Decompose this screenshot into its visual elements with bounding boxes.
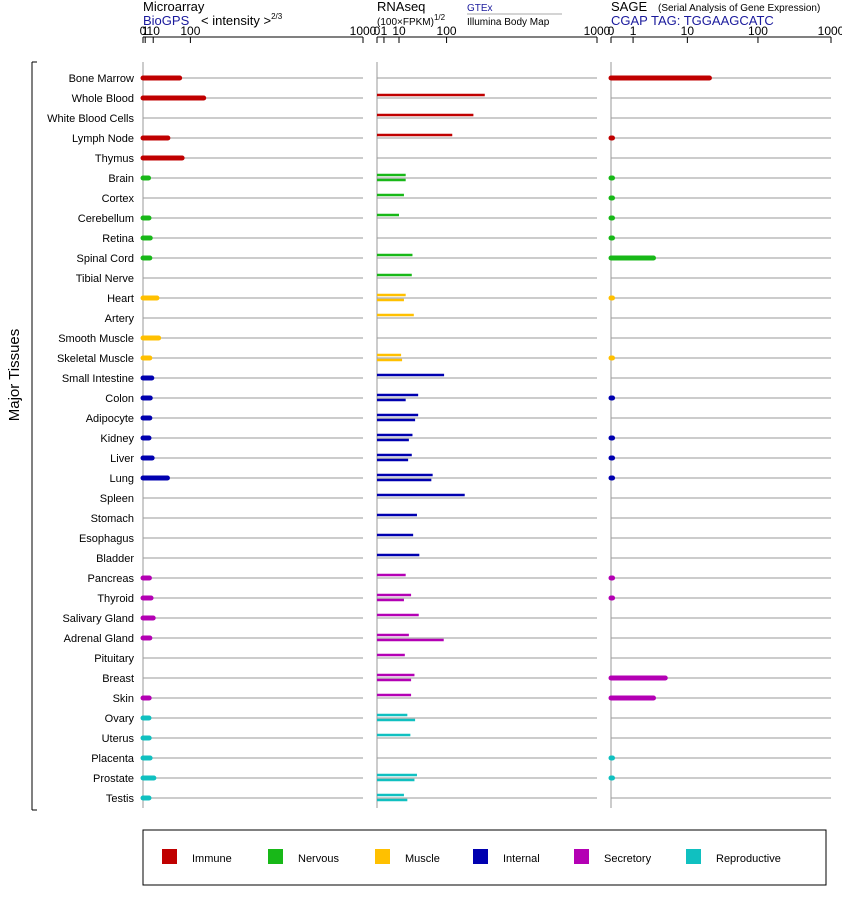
x-tick-label: 0 bbox=[140, 24, 147, 38]
x-tick-label: 1 bbox=[381, 24, 388, 38]
legend-swatch bbox=[162, 849, 177, 864]
tissue-label: Small Intestine bbox=[62, 373, 134, 385]
legend-swatch bbox=[473, 849, 488, 864]
legend-item-secretory: Secretory bbox=[574, 849, 652, 865]
legend-label: Muscle bbox=[405, 853, 440, 865]
tissue-label: Tibial Nerve bbox=[76, 273, 134, 285]
panel-sage: 0 1 10 100 1000 bbox=[608, 24, 842, 808]
tissue-label: Retina bbox=[102, 233, 135, 245]
tissue-label: Pituitary bbox=[94, 653, 134, 665]
tissue-label: Uterus bbox=[102, 733, 135, 745]
tissue-label: Skeletal Muscle bbox=[57, 353, 134, 365]
legend-swatch bbox=[574, 849, 589, 864]
tissue-label: Colon bbox=[105, 393, 134, 405]
sage-header: SAGE (Serial Analysis of Gene Expression… bbox=[611, 0, 820, 28]
tissue-labels: Bone Marrow Whole Blood White Blood Cells L… bbox=[47, 73, 135, 805]
legend-item-internal: Internal bbox=[473, 849, 540, 865]
rnaseq-unit: (100×FPKM)1/2 bbox=[377, 13, 446, 28]
tissue-label: Kidney bbox=[100, 433, 134, 445]
legend-label: Immune bbox=[192, 853, 232, 865]
legend-box bbox=[142, 829, 827, 886]
tissue-label: Esophagus bbox=[79, 533, 135, 545]
tissue-label: Placenta bbox=[91, 753, 135, 765]
tissue-label: Pancreas bbox=[88, 573, 135, 585]
tissue-label: Smooth Muscle bbox=[58, 333, 134, 345]
x-tick-label: 10 bbox=[147, 24, 161, 38]
rnaseq-source-gtex: GTEx bbox=[467, 3, 493, 14]
x-tick-label: 1 bbox=[142, 24, 149, 38]
x-tick-label: 1000 bbox=[584, 24, 611, 38]
legend-swatch bbox=[268, 849, 283, 864]
legend-item-immune: Immune bbox=[162, 849, 232, 865]
sage-subtitle: (Serial Analysis of Gene Expression) bbox=[658, 3, 820, 14]
x-tick-label: 0 bbox=[608, 24, 615, 38]
tissue-label: Adrenal Gland bbox=[64, 633, 134, 645]
tissue-label: Whole Blood bbox=[72, 93, 134, 105]
legend-label: Reproductive bbox=[716, 853, 781, 865]
tissue-label: Thyroid bbox=[97, 593, 134, 605]
tissue-label: Testis bbox=[106, 793, 135, 805]
sage-title: SAGE bbox=[611, 0, 647, 14]
tissue-label: Liver bbox=[110, 453, 134, 465]
tissue-label: Breast bbox=[102, 673, 134, 685]
rnaseq-title: RNAseq bbox=[377, 0, 425, 14]
x-tick-label: 1000 bbox=[818, 24, 842, 38]
x-tick-label: 100 bbox=[437, 24, 457, 38]
tissue-label: Salivary Gland bbox=[62, 613, 134, 625]
legend: Immune Nervous Muscle Internal Secretory Repr… bbox=[162, 849, 781, 865]
x-tick-label: 0 bbox=[374, 24, 381, 38]
x-tick-label: 100 bbox=[180, 24, 200, 38]
side-label: Major Tissues bbox=[6, 329, 23, 422]
legend-label: Nervous bbox=[298, 853, 339, 865]
tissue-label: White Blood Cells bbox=[47, 113, 134, 125]
tissue-label: Skin bbox=[113, 693, 134, 705]
tissue-label: Stomach bbox=[91, 513, 134, 525]
x-tick-label: 1000 bbox=[350, 24, 377, 38]
tissue-label: Lymph Node bbox=[72, 133, 134, 145]
microarray-header: Microarray BioGPS < intensity >2/3 bbox=[143, 0, 283, 28]
x-tick-label: 10 bbox=[681, 24, 695, 38]
tissue-label: Heart bbox=[107, 293, 134, 305]
microarray-title: Microarray bbox=[143, 0, 205, 14]
x-tick-label: 10 bbox=[392, 24, 406, 38]
rnaseq-header: RNAseq (100×FPKM)1/2 GTEx Illumina Body … bbox=[377, 0, 562, 28]
x-tick-label: 100 bbox=[748, 24, 768, 38]
panel-rnaseq: 0 1 10 100 1000 bbox=[374, 24, 611, 808]
tissue-label: Spleen bbox=[100, 493, 134, 505]
tissue-label: Bladder bbox=[96, 553, 134, 565]
tissue-label: Cerebellum bbox=[78, 213, 134, 225]
sage-tag: CGAP TAG: TGGAAGCATC bbox=[611, 13, 774, 28]
tissue-label: Lung bbox=[110, 473, 134, 485]
tissue-label: Thymus bbox=[95, 153, 135, 165]
legend-swatch bbox=[375, 849, 390, 864]
tissue-label: Cortex bbox=[102, 193, 135, 205]
tissue-label: Bone Marrow bbox=[69, 73, 134, 85]
x-tick-label: 1 bbox=[630, 24, 637, 38]
legend-label: Internal bbox=[503, 853, 540, 865]
tissue-label: Prostate bbox=[93, 773, 134, 785]
tissue-label: Spinal Cord bbox=[77, 253, 134, 265]
tissue-label: Adipocyte bbox=[86, 413, 134, 425]
tissue-label: Brain bbox=[108, 173, 134, 185]
tissue-label: Ovary bbox=[105, 713, 135, 725]
side-bracket bbox=[31, 61, 37, 811]
rnaseq-source-illumina: Illumina Body Map bbox=[467, 17, 550, 28]
microarray-unit: < intensity >2/3 bbox=[201, 12, 283, 28]
tissue-label: Artery bbox=[105, 313, 135, 325]
legend-item-muscle: Muscle bbox=[375, 849, 440, 865]
legend-swatch bbox=[686, 849, 701, 864]
microarray-source: BioGPS bbox=[143, 13, 190, 28]
legend-item-nervous: Nervous bbox=[268, 849, 339, 865]
legend-label: Secretory bbox=[604, 853, 652, 865]
legend-item-reproductive: Reproductive bbox=[686, 849, 781, 865]
